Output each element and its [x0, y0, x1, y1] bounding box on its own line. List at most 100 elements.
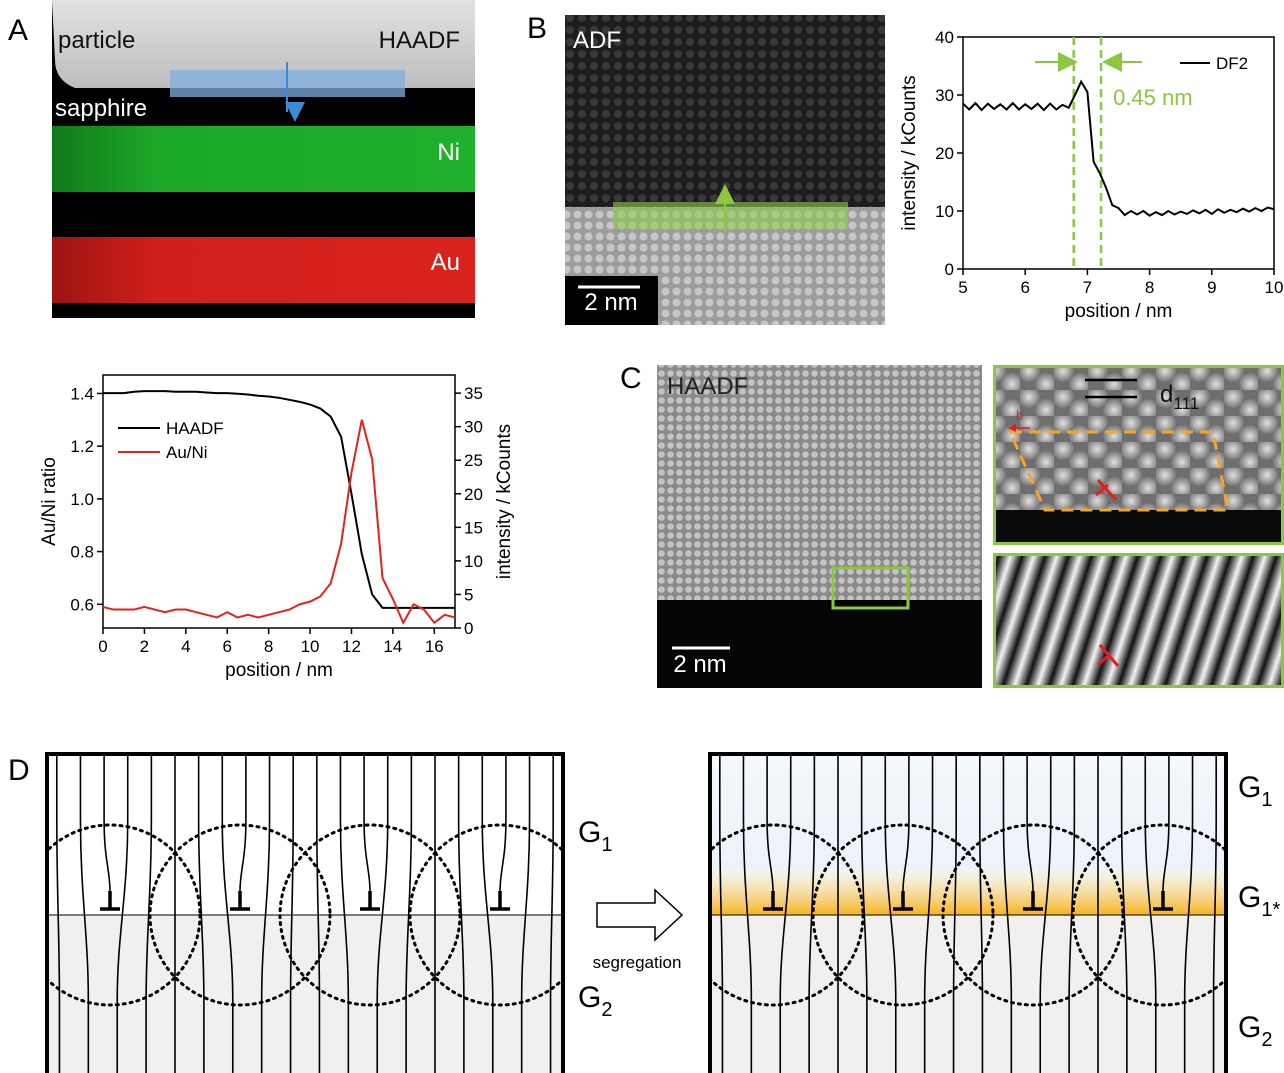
lattice-line — [79, 752, 90, 1073]
x-tick-label: 8 — [264, 637, 273, 656]
y-tick-label: 20 — [935, 144, 954, 163]
y-axis-label: Au/Ni ratio — [39, 457, 60, 546]
lattice-line — [808, 752, 816, 1073]
lattice-line — [363, 752, 371, 892]
x-tick-label: 9 — [1207, 278, 1216, 297]
lattice-line — [316, 752, 321, 1073]
y-axis-label: intensity / kCounts — [899, 75, 920, 230]
label-letter: G — [1238, 771, 1261, 804]
y-tick-label: 1.2 — [70, 437, 94, 456]
lattice-line — [116, 752, 129, 1073]
lattice-line — [145, 752, 153, 1073]
label-subscript: 1 — [601, 834, 612, 856]
data-line — [102, 419, 456, 625]
lattice-line — [260, 752, 271, 1073]
lattice-line — [1212, 752, 1217, 1073]
lattice-line — [742, 752, 753, 1073]
x-tick-label: 8 — [1145, 278, 1154, 297]
lattice-line — [779, 752, 792, 1073]
label-letter: G — [578, 816, 601, 849]
grain-label: G2 — [1238, 1011, 1272, 1051]
label-letter: G — [1238, 881, 1261, 914]
label-subscript: 111 — [1173, 394, 1199, 413]
x-tick-label: 2 — [140, 637, 149, 656]
y2-tick-label: 10 — [464, 552, 483, 571]
panel-letter: B — [527, 12, 547, 45]
image-label: Au — [431, 249, 460, 276]
y2-tick-label: 25 — [464, 451, 483, 470]
lattice-line — [221, 752, 234, 1073]
strain-field — [811, 823, 995, 1007]
label-letter: d — [1160, 381, 1173, 408]
y-tick-label: 10 — [935, 202, 954, 221]
dislocation — [893, 891, 913, 911]
lattice-line — [719, 752, 724, 1073]
lattice-line — [1144, 752, 1157, 1073]
lattice-line — [405, 752, 413, 1073]
process-arrow — [596, 888, 684, 942]
dislocation — [230, 891, 250, 911]
y2-tick-label: 0 — [464, 619, 473, 638]
x-tick-label: 4 — [181, 637, 190, 656]
label-subscript: 2 — [1261, 1029, 1272, 1051]
image-label: sapphire — [55, 95, 147, 122]
y2-tick-label: 35 — [464, 384, 483, 403]
dislocation — [490, 891, 510, 911]
lattice-line — [1039, 752, 1052, 1073]
legend-label: HAADF — [166, 419, 224, 438]
data-line — [962, 79, 1275, 217]
x-tick-label: 10 — [301, 637, 320, 656]
label-subscript: 2 — [601, 999, 612, 1021]
lattice-line — [56, 752, 61, 1073]
lattice-line — [952, 752, 957, 1073]
label-letter: G — [1238, 1011, 1261, 1044]
frame — [708, 752, 1228, 1073]
lattice-line — [766, 752, 774, 892]
lattice-line — [239, 752, 247, 892]
plot-frame — [102, 374, 456, 629]
arrow-label: segregation — [593, 953, 682, 972]
y-tick-label: 40 — [935, 28, 954, 47]
strain-field — [708, 823, 865, 1007]
strain-field — [148, 823, 332, 1007]
y2-tick-label: 30 — [464, 418, 483, 437]
legend-label: DF2 — [1216, 54, 1248, 73]
eds-map: particle HAADF sapphire Ni Au — [52, 0, 475, 318]
x-tick-label: 10 — [1265, 278, 1284, 297]
image-label: HAADF — [379, 27, 460, 54]
x-tick-label: 5 — [958, 278, 967, 297]
lattice-line — [1162, 752, 1170, 892]
lattice-line — [376, 752, 389, 1073]
adf-image: 2 nm ADF — [565, 15, 885, 325]
schematic-left — [45, 752, 565, 1073]
scale-bar-label: 2 nm — [584, 289, 637, 316]
y2-axis-label: intensity / kCounts — [494, 424, 515, 579]
lattice-line — [1026, 752, 1034, 892]
strain-field — [278, 823, 462, 1007]
dislocation — [100, 891, 120, 911]
x-axis-label: position / nm — [225, 660, 333, 681]
x-tick-label: 6 — [223, 637, 232, 656]
dislocation — [763, 891, 783, 911]
dislocation — [1153, 891, 1173, 911]
lattice-line — [289, 752, 294, 1073]
label-subscript: 1* — [1261, 899, 1280, 921]
lattice-line — [481, 752, 494, 1073]
lattice-line — [902, 752, 910, 892]
lattice-line — [884, 752, 897, 1073]
lattice-line — [499, 752, 507, 892]
lattice-line — [103, 752, 111, 892]
y-tick-label: 30 — [935, 86, 954, 105]
schematic-right — [708, 752, 1228, 1073]
label-letter: G — [578, 981, 601, 1014]
panel-letter: D — [8, 754, 30, 787]
image-label: ADF — [573, 27, 621, 54]
panel-letter: C — [620, 362, 642, 395]
strain-field — [1071, 823, 1228, 1007]
label-subscript: 1 — [1261, 789, 1272, 811]
y2-tick-label: 15 — [464, 518, 483, 537]
x-tick-label: 14 — [383, 637, 402, 656]
image-label: particle — [58, 27, 135, 54]
